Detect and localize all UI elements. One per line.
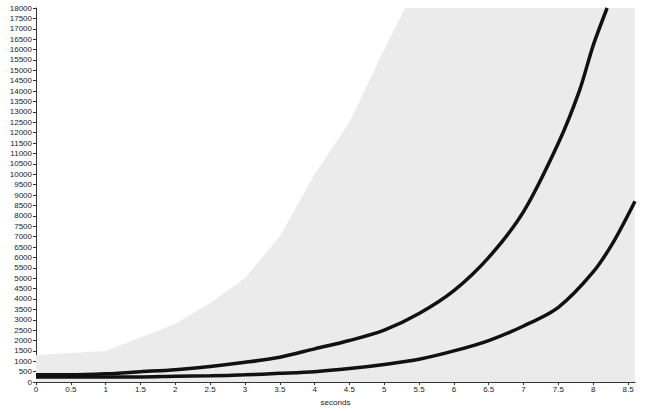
svg-text:3000: 3000 (14, 315, 32, 324)
svg-text:17500: 17500 (10, 14, 33, 23)
svg-text:7500: 7500 (14, 222, 32, 231)
svg-text:4.5: 4.5 (344, 385, 356, 394)
svg-text:13000: 13000 (10, 107, 33, 116)
svg-text:7000: 7000 (14, 232, 32, 241)
svg-text:5500: 5500 (14, 263, 32, 272)
svg-text:1000: 1000 (14, 357, 32, 366)
svg-text:18000: 18000 (10, 4, 33, 13)
svg-text:11000: 11000 (10, 149, 32, 158)
svg-text:2500: 2500 (14, 326, 32, 335)
svg-text:0.5: 0.5 (65, 385, 77, 394)
svg-text:5000: 5000 (14, 274, 32, 283)
svg-text:10000: 10000 (10, 170, 33, 179)
svg-text:4000: 4000 (14, 294, 32, 303)
svg-text:12000: 12000 (10, 128, 33, 137)
svg-text:15000: 15000 (10, 66, 33, 75)
svg-text:1.5: 1.5 (135, 385, 147, 394)
svg-text:2000: 2000 (14, 336, 32, 345)
svg-text:2.5: 2.5 (205, 385, 217, 394)
svg-text:5: 5 (382, 385, 387, 394)
svg-text:7.5: 7.5 (553, 385, 565, 394)
svg-text:2: 2 (173, 385, 178, 394)
svg-text:8.5: 8.5 (622, 385, 634, 394)
svg-text:14000: 14000 (10, 87, 33, 96)
svg-text:7: 7 (521, 385, 526, 394)
svg-text:0: 0 (28, 378, 33, 387)
svg-text:4500: 4500 (14, 284, 32, 293)
svg-text:4: 4 (312, 385, 317, 394)
svg-text:8000: 8000 (14, 211, 32, 220)
svg-text:6500: 6500 (14, 243, 32, 252)
svg-text:6: 6 (452, 385, 457, 394)
svg-text:17000: 17000 (10, 24, 33, 33)
svg-text:14500: 14500 (10, 76, 33, 85)
svg-text:15500: 15500 (10, 55, 33, 64)
svg-text:3: 3 (243, 385, 248, 394)
svg-text:1500: 1500 (14, 346, 32, 355)
svg-text:11500: 11500 (10, 139, 32, 148)
svg-text:seconds: seconds (321, 398, 351, 407)
svg-text:5.5: 5.5 (414, 385, 426, 394)
svg-text:9000: 9000 (14, 191, 32, 200)
svg-text:3500: 3500 (14, 305, 32, 314)
svg-text:8500: 8500 (14, 201, 32, 210)
svg-text:6.5: 6.5 (483, 385, 495, 394)
svg-text:16500: 16500 (10, 35, 33, 44)
svg-text:0: 0 (34, 385, 39, 394)
svg-text:1: 1 (103, 385, 108, 394)
svg-text:8: 8 (591, 385, 596, 394)
svg-text:500: 500 (19, 367, 33, 376)
svg-text:16000: 16000 (10, 45, 33, 54)
svg-text:12500: 12500 (10, 118, 33, 127)
svg-text:6000: 6000 (14, 253, 32, 262)
svg-text:10500: 10500 (10, 159, 33, 168)
svg-text:13500: 13500 (10, 97, 33, 106)
svg-text:3.5: 3.5 (274, 385, 286, 394)
svg-text:9500: 9500 (14, 180, 32, 189)
